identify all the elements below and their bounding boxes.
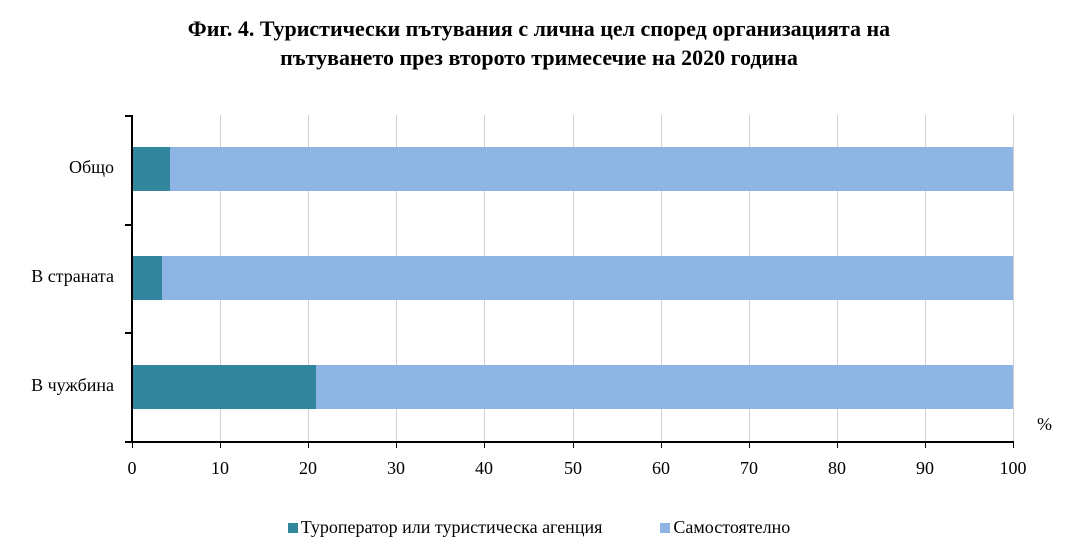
bar-segment-tour-operator <box>132 365 317 409</box>
legend-swatch-independent <box>660 522 671 533</box>
x-axis-tick <box>837 442 838 448</box>
x-tick-label: 90 <box>916 458 934 478</box>
chart-title: Фиг. 4. Туристически пътувания с лична ц… <box>0 14 1078 72</box>
bar-segment-independent <box>161 256 1013 300</box>
bar-segment-independent <box>169 147 1013 191</box>
bar-0 <box>132 147 1013 191</box>
legend: Туроператор или туристическа агенция Сам… <box>0 517 1078 538</box>
y-axis-tick <box>125 332 132 334</box>
x-axis-tick <box>749 442 750 448</box>
x-axis-tick <box>661 442 662 448</box>
category-label: В чужбина <box>31 375 114 395</box>
bar-2 <box>132 365 1013 409</box>
category-label: В страната <box>31 266 114 286</box>
x-axis-tick <box>1013 442 1014 448</box>
x-tick-label: 60 <box>652 458 670 478</box>
x-tick-label: 40 <box>475 458 493 478</box>
category-label: Общо <box>68 157 114 177</box>
chart-title-line-1: Фиг. 4. Туристически пътувания с лична ц… <box>187 16 891 41</box>
x-axis-tick <box>132 442 133 448</box>
x-tick-label: 100 <box>999 458 1027 478</box>
x-axis-tick <box>220 442 221 448</box>
x-tick-label: 80 <box>828 458 846 478</box>
chart-title-line-2: пътуването през второто тримесечие на 20… <box>280 45 798 70</box>
legend-label-tour-operator: Туроператор или туристическа агенция <box>300 517 603 537</box>
x-axis-tick <box>484 442 485 448</box>
x-tick-label: 50 <box>564 458 582 478</box>
legend-item-tour-operator: Туроператор или туристическа агенция <box>287 517 603 538</box>
bar-segment-independent <box>316 365 1013 409</box>
legend-swatch-tour-operator <box>287 522 298 533</box>
legend-label-independent: Самостоятелно <box>673 517 791 537</box>
bar-1 <box>132 256 1013 300</box>
x-tick-label: 20 <box>299 458 317 478</box>
x-tick-label: 0 <box>127 458 137 478</box>
x-tick-label: 70 <box>740 458 758 478</box>
bar-segment-tour-operator <box>132 147 170 191</box>
x-axis-tick <box>308 442 309 448</box>
x-tick-label: 30 <box>387 458 405 478</box>
x-axis-tick <box>925 442 926 448</box>
y-axis-tick <box>125 115 132 117</box>
x-axis-tick <box>573 442 574 448</box>
x-axis-tick <box>396 442 397 448</box>
bar-segment-tour-operator <box>132 256 162 300</box>
gridline <box>1013 115 1014 442</box>
x-axis <box>125 441 1014 443</box>
x-tick-label: 10 <box>211 458 229 478</box>
y-axis <box>131 115 133 443</box>
legend-item-independent: Самостоятелно <box>660 517 790 538</box>
y-axis-tick <box>125 224 132 226</box>
x-axis-unit-label: % <box>1037 414 1052 434</box>
